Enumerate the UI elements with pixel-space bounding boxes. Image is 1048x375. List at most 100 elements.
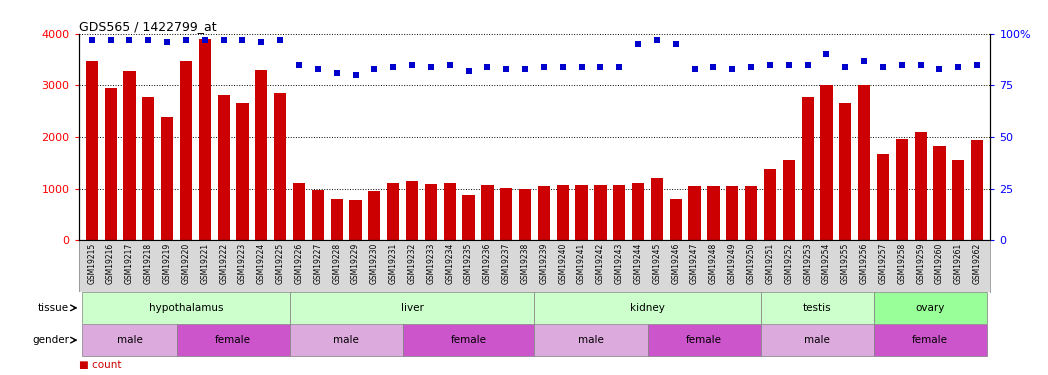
- Bar: [877, 154, 889, 240]
- Bar: [481, 186, 494, 240]
- Text: GSM19258: GSM19258: [897, 243, 907, 284]
- Bar: [764, 169, 777, 240]
- Text: GSM19235: GSM19235: [464, 243, 473, 284]
- Bar: [274, 93, 286, 240]
- Bar: [218, 94, 230, 240]
- Text: GSM19247: GSM19247: [690, 243, 699, 284]
- Text: male: male: [333, 335, 359, 345]
- Bar: [424, 184, 437, 240]
- Bar: [896, 139, 908, 240]
- Text: GSM19256: GSM19256: [859, 243, 869, 284]
- Text: GSM19248: GSM19248: [708, 243, 718, 284]
- Bar: [311, 190, 324, 240]
- Bar: [443, 183, 456, 240]
- Text: GSM19229: GSM19229: [351, 243, 361, 284]
- Bar: [874, 292, 986, 324]
- Text: GSM19241: GSM19241: [577, 243, 586, 284]
- Bar: [971, 140, 983, 240]
- Bar: [180, 61, 192, 240]
- Bar: [402, 324, 534, 356]
- Bar: [556, 186, 569, 240]
- Bar: [651, 178, 663, 240]
- Text: ■ count: ■ count: [79, 360, 122, 370]
- Bar: [143, 97, 154, 240]
- Bar: [83, 292, 289, 324]
- Bar: [292, 183, 305, 240]
- Text: female: female: [912, 335, 948, 345]
- Text: GSM19237: GSM19237: [502, 243, 510, 284]
- Bar: [83, 324, 176, 356]
- Bar: [237, 104, 248, 240]
- Bar: [594, 186, 607, 240]
- Bar: [858, 86, 870, 240]
- Bar: [632, 183, 645, 240]
- Bar: [406, 182, 418, 240]
- Text: gender: gender: [32, 335, 69, 345]
- Bar: [575, 186, 588, 240]
- Text: GSM19238: GSM19238: [521, 243, 529, 284]
- Bar: [86, 61, 97, 240]
- Bar: [613, 186, 626, 240]
- Text: GSM19236: GSM19236: [483, 243, 492, 284]
- Bar: [199, 39, 211, 240]
- Text: GSM19233: GSM19233: [427, 243, 435, 284]
- Text: GSM19244: GSM19244: [634, 243, 642, 284]
- Text: GSM19261: GSM19261: [954, 243, 963, 284]
- Text: GDS565 / 1422799_at: GDS565 / 1422799_at: [79, 20, 216, 33]
- Bar: [761, 324, 874, 356]
- Bar: [874, 324, 986, 356]
- Text: GSM19250: GSM19250: [746, 243, 756, 284]
- Text: GSM19242: GSM19242: [596, 243, 605, 284]
- Text: GSM19245: GSM19245: [653, 243, 661, 284]
- Bar: [124, 71, 135, 240]
- Text: GSM19259: GSM19259: [916, 243, 925, 284]
- Text: GSM19252: GSM19252: [784, 243, 793, 284]
- Text: GSM19222: GSM19222: [219, 243, 228, 284]
- Bar: [330, 199, 343, 240]
- Text: GSM19240: GSM19240: [559, 243, 567, 284]
- Text: testis: testis: [803, 303, 831, 313]
- Text: GSM19255: GSM19255: [840, 243, 850, 284]
- Bar: [934, 146, 945, 240]
- Bar: [821, 86, 832, 240]
- Bar: [761, 292, 874, 324]
- Text: GSM19243: GSM19243: [615, 243, 624, 284]
- Text: GSM19219: GSM19219: [162, 243, 172, 284]
- Text: hypothalamus: hypothalamus: [149, 303, 223, 313]
- Bar: [953, 160, 964, 240]
- Text: male: male: [116, 335, 143, 345]
- Text: GSM19223: GSM19223: [238, 243, 247, 284]
- Text: GSM19232: GSM19232: [408, 243, 416, 284]
- Text: GSM19239: GSM19239: [540, 243, 548, 284]
- Bar: [534, 292, 761, 324]
- Text: GSM19220: GSM19220: [181, 243, 191, 284]
- Bar: [519, 189, 531, 240]
- Text: GSM19251: GSM19251: [765, 243, 774, 284]
- Text: GSM19225: GSM19225: [276, 243, 285, 284]
- Bar: [689, 186, 701, 240]
- Bar: [349, 200, 362, 240]
- Text: GSM19231: GSM19231: [389, 243, 397, 284]
- Text: GSM19227: GSM19227: [313, 243, 323, 284]
- Text: female: female: [215, 335, 252, 345]
- Bar: [462, 195, 475, 240]
- Text: GSM19262: GSM19262: [973, 243, 982, 284]
- Bar: [105, 88, 116, 240]
- Bar: [802, 97, 813, 240]
- Text: GSM19254: GSM19254: [822, 243, 831, 284]
- Text: female: female: [451, 335, 486, 345]
- Text: tissue: tissue: [38, 303, 69, 313]
- Text: GSM19218: GSM19218: [144, 243, 153, 284]
- Text: GSM19215: GSM19215: [87, 243, 96, 284]
- Bar: [387, 183, 399, 240]
- Text: GSM19249: GSM19249: [727, 243, 737, 284]
- Text: GSM19221: GSM19221: [200, 243, 210, 284]
- Bar: [289, 324, 402, 356]
- Bar: [915, 132, 926, 240]
- Bar: [707, 186, 720, 240]
- Bar: [726, 186, 739, 240]
- Bar: [839, 104, 851, 240]
- Bar: [161, 117, 173, 240]
- Bar: [648, 324, 761, 356]
- Text: GSM19257: GSM19257: [878, 243, 888, 284]
